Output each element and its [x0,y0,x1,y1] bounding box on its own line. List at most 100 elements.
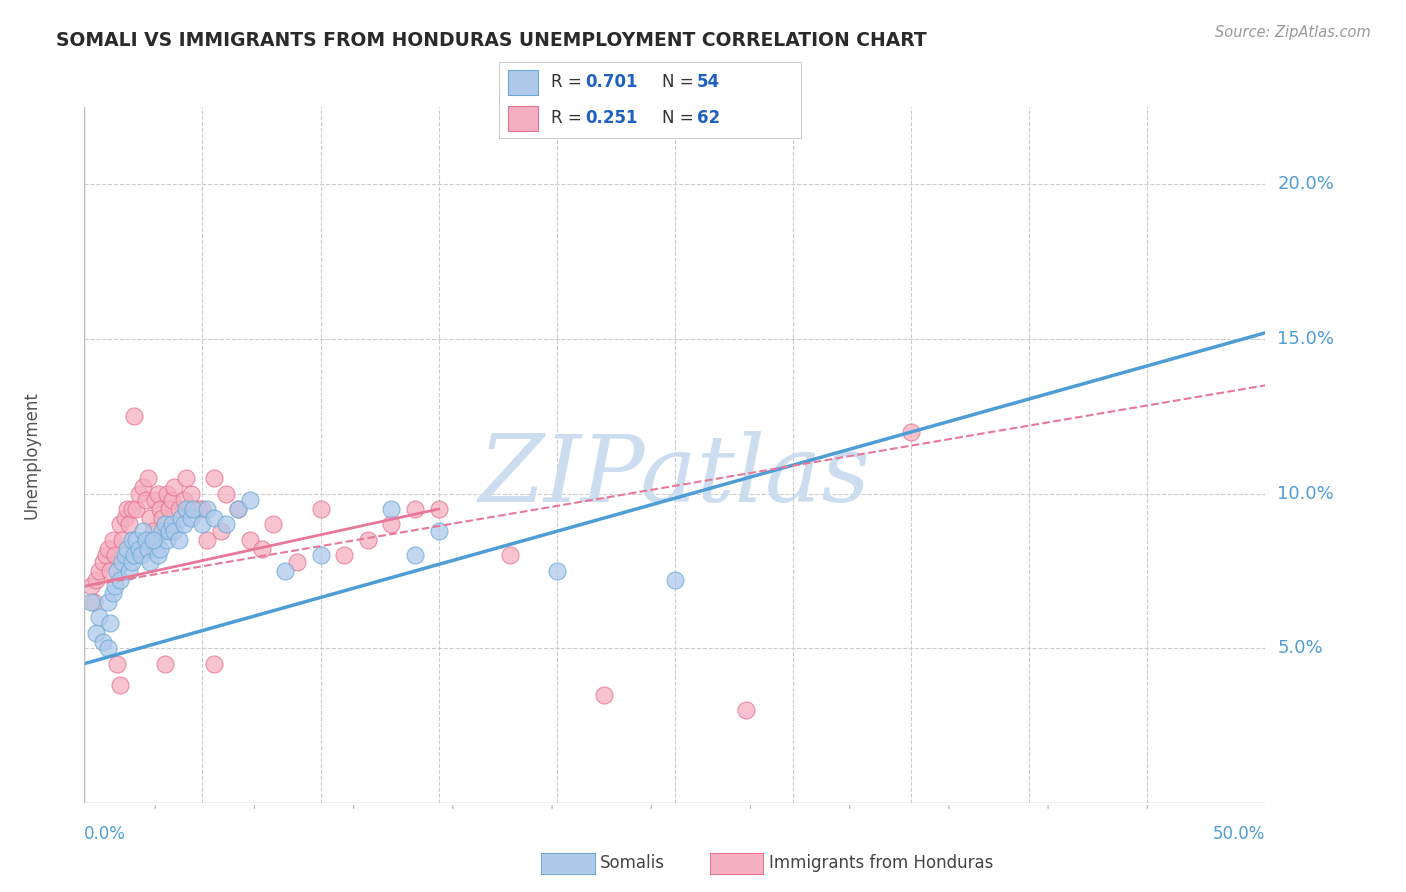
Point [150,511,173,525]
Point [202,657,225,671]
Point [115,542,138,557]
Point [125,502,148,516]
Text: 15.0%: 15.0% [1277,330,1334,348]
Text: N =: N = [662,73,699,91]
Point [309,502,332,516]
Point [101,585,124,599]
Point [167,533,190,547]
Text: 5.0%: 5.0% [1277,640,1323,657]
Text: R =: R = [551,73,586,91]
Point [146,486,169,500]
Point [239,492,262,507]
Point [97,641,120,656]
Point [94,549,117,563]
Point [380,517,402,532]
Point [498,549,520,563]
Point [593,688,616,702]
Point [156,533,179,547]
Point [160,492,183,507]
Point [129,542,152,557]
Point [285,555,308,569]
Point [98,616,121,631]
Point [157,502,180,516]
Point [97,542,120,557]
Text: Somalis: Somalis [600,855,665,872]
Point [143,533,166,547]
Text: Immigrants from Honduras: Immigrants from Honduras [769,855,994,872]
Point [107,564,129,578]
Point [121,555,143,569]
Text: 0.0%: 0.0% [84,825,127,843]
Point [173,517,195,532]
Bar [508,70,538,95]
Point [128,542,150,557]
Point [170,511,193,525]
Point [132,524,155,538]
Point [107,657,129,671]
Point [404,549,426,563]
Point [209,524,232,538]
Text: Unemployment: Unemployment [22,391,41,519]
Point [114,549,136,563]
Point [153,517,176,532]
Text: 62: 62 [697,109,720,127]
Point [309,549,332,563]
Point [142,524,165,538]
Text: 10.0%: 10.0% [1277,484,1334,502]
Point [108,517,131,532]
Text: N =: N = [662,109,699,127]
Point [202,471,225,485]
Point [121,533,143,547]
Point [357,533,380,547]
Point [149,542,172,557]
Point [91,635,114,649]
Point [91,555,114,569]
Point [84,625,107,640]
Point [195,502,218,516]
Point [87,610,110,624]
Point [118,517,141,532]
Text: ZIPatlas: ZIPatlas [479,431,870,521]
Point [153,657,176,671]
Point [142,533,165,547]
Point [181,502,204,516]
Point [226,502,249,516]
Point [136,471,159,485]
Point [160,517,183,532]
Point [80,595,103,609]
Point [129,549,152,563]
Point [215,486,238,500]
Point [333,549,356,563]
Text: 50.0%: 50.0% [1213,825,1265,843]
Point [173,492,195,507]
Point [139,511,162,525]
Point [135,533,157,547]
Point [80,579,103,593]
Point [191,517,214,532]
Point [167,502,190,516]
Text: Source: ZipAtlas.com: Source: ZipAtlas.com [1215,25,1371,40]
Point [180,511,202,525]
Text: 0.701: 0.701 [585,73,638,91]
Point [274,564,297,578]
Point [101,533,124,547]
Point [187,502,209,516]
Point [87,564,110,578]
Point [122,549,145,563]
Point [239,533,262,547]
Point [135,492,157,507]
Point [427,502,450,516]
Point [250,542,273,557]
Point [132,480,155,494]
Point [139,555,162,569]
Point [226,502,249,516]
Point [122,409,145,424]
Point [157,524,180,538]
Point [108,678,131,692]
Point [900,425,922,439]
Point [215,517,238,532]
Point [136,542,159,557]
Point [546,564,568,578]
Point [84,573,107,587]
Text: R =: R = [551,109,586,127]
